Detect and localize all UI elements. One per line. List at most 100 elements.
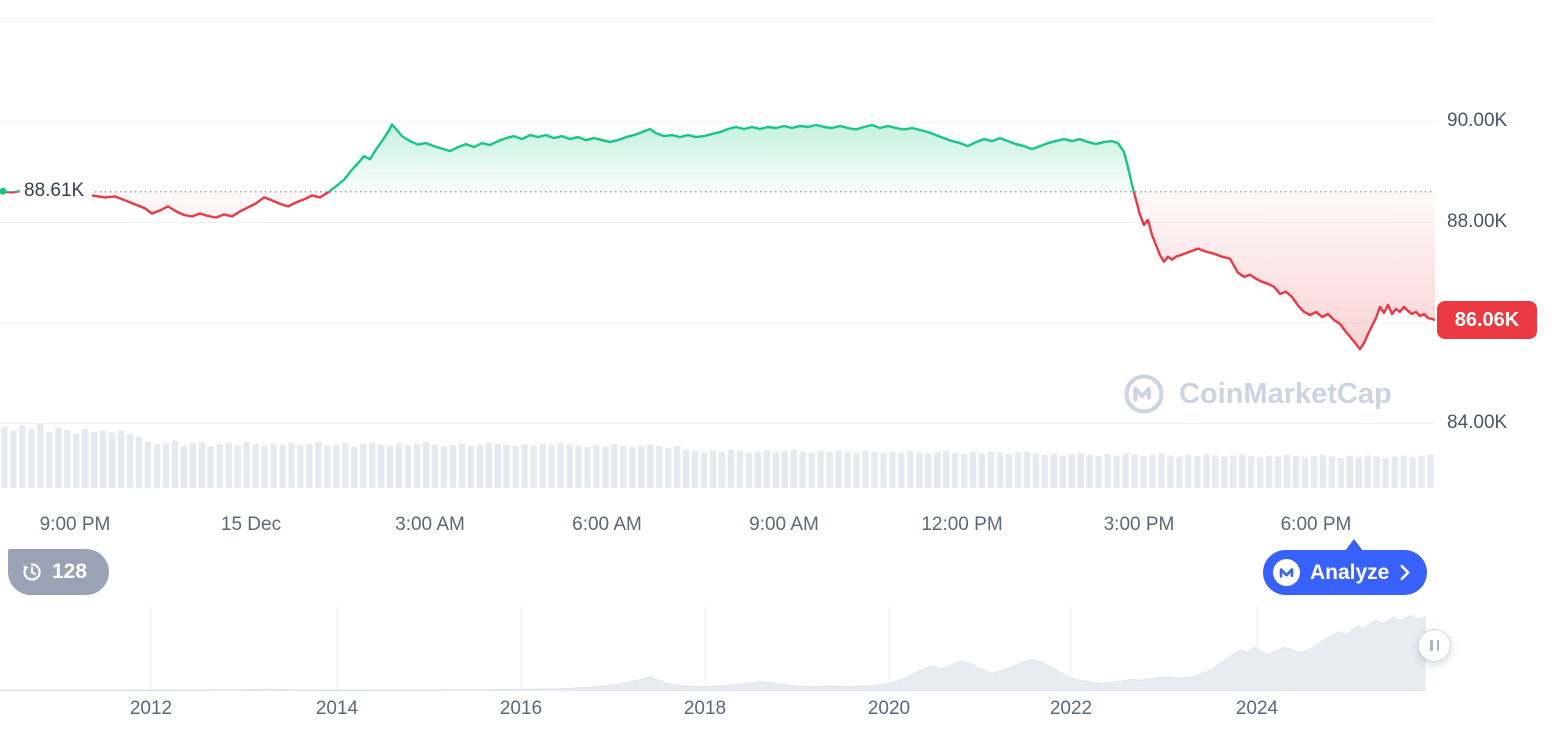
volume-bar	[1212, 455, 1219, 488]
volume-bar	[530, 445, 537, 488]
navigator-year-label: 2012	[129, 698, 173, 719]
volume-bar	[1355, 457, 1362, 488]
volume-bar	[279, 444, 286, 488]
volume-bar	[1328, 456, 1335, 488]
volume-bar	[808, 452, 815, 488]
volume-bars	[1, 424, 1434, 488]
navigator-year-label: 2018	[683, 698, 727, 719]
volume-bar	[638, 445, 645, 488]
price-area-below-baseline	[5, 191, 1435, 350]
volume-bar	[342, 443, 349, 488]
volume-bar	[413, 443, 421, 488]
price-chart-svg[interactable]	[0, 0, 1566, 505]
volume-bar	[387, 445, 394, 488]
volume-bar	[225, 443, 232, 488]
volume-bar	[736, 450, 744, 488]
x-axis-label: 9:00 PM	[39, 514, 111, 535]
analyze-label: Analyze	[1310, 560, 1390, 584]
volume-bar	[100, 430, 107, 488]
volume-bar	[1122, 453, 1129, 488]
x-axis-label: 3:00 AM	[395, 514, 465, 535]
volume-bar	[1337, 457, 1344, 488]
volume-bar	[1149, 454, 1156, 488]
volume-bar	[1274, 456, 1282, 488]
history-count-button[interactable]: 128	[8, 549, 110, 595]
volume-bar	[1176, 456, 1183, 488]
volume-bar	[575, 445, 582, 488]
volume-bar	[674, 445, 681, 488]
volume-bar	[790, 449, 797, 488]
volume-bar	[261, 445, 268, 488]
volume-bar	[503, 445, 510, 488]
volume-bar	[297, 445, 304, 488]
volume-bar	[1203, 454, 1210, 488]
volume-bar	[1041, 454, 1048, 488]
volume-bar	[1364, 455, 1371, 488]
volume-bar	[243, 441, 250, 488]
analyze-button[interactable]: Analyze	[1263, 539, 1428, 595]
volume-bar	[369, 442, 376, 488]
x-axis-label: 6:00 AM	[572, 514, 642, 535]
volume-bar	[1310, 456, 1318, 488]
volume-bar	[73, 433, 80, 488]
watermark-text: CoinMarketCap	[1179, 377, 1392, 410]
current-price-badge: 86.06K	[1437, 301, 1537, 339]
volume-bar	[916, 452, 923, 488]
volume-bar	[987, 451, 995, 488]
volume-bar	[772, 452, 779, 488]
volume-bar	[1418, 456, 1425, 488]
cmc-logo-icon	[1273, 559, 1300, 586]
volume-bar	[1346, 456, 1353, 488]
price-line-red	[0, 191, 1435, 351]
volume-bar	[862, 450, 869, 488]
volume-bar	[198, 441, 205, 488]
volume-bar	[82, 429, 89, 488]
volume-bar	[431, 444, 439, 488]
volume-bar	[844, 451, 851, 488]
volume-bar	[440, 446, 448, 488]
volume-bar	[1005, 454, 1013, 488]
volume-bar	[467, 445, 474, 488]
volume-bar	[64, 430, 71, 488]
navigator-year-label: 2014	[315, 698, 359, 719]
volume-bar	[189, 443, 196, 488]
volume-bar	[970, 452, 977, 488]
volume-bar	[1068, 454, 1075, 488]
volume-bar	[880, 453, 887, 488]
volume-bar	[763, 450, 770, 488]
x-axis-label: 6:00 PM	[1280, 514, 1352, 535]
chevron-right-icon	[1400, 564, 1410, 581]
volume-bar	[754, 451, 761, 488]
volume-bar	[1292, 456, 1300, 488]
volume-bar	[656, 446, 663, 488]
volume-bar	[799, 451, 806, 488]
volume-bar	[1077, 452, 1084, 488]
volume-bar	[19, 425, 26, 488]
navigator-year-label: 2016	[499, 698, 543, 719]
volume-bar	[961, 454, 968, 488]
volume-bar	[234, 445, 241, 488]
volume-bar	[1221, 456, 1228, 488]
navigator-svg[interactable]	[0, 605, 1566, 692]
volume-bar	[1014, 452, 1022, 488]
timeline-navigator[interactable]	[0, 605, 1566, 692]
volume-bar	[315, 441, 322, 488]
volume-bar	[1283, 454, 1291, 488]
volume-bar	[620, 445, 627, 488]
volume-bar	[817, 450, 824, 488]
volume-bar	[978, 453, 986, 488]
volume-bar	[351, 446, 358, 488]
volume-bar	[135, 436, 143, 488]
volume-bar	[943, 450, 950, 488]
volume-bar	[1265, 455, 1273, 488]
volume-bar	[144, 441, 152, 488]
volume-bar	[396, 443, 403, 488]
volume-bar	[521, 444, 528, 488]
volume-bar	[306, 443, 313, 488]
navigator-handle-button[interactable]	[1418, 629, 1451, 662]
volume-bar	[629, 447, 636, 488]
coinmarketcap-logo-icon	[1124, 374, 1164, 414]
volume-bar	[46, 431, 53, 488]
price-line-green	[0, 123, 1136, 192]
volume-bar	[109, 433, 116, 488]
